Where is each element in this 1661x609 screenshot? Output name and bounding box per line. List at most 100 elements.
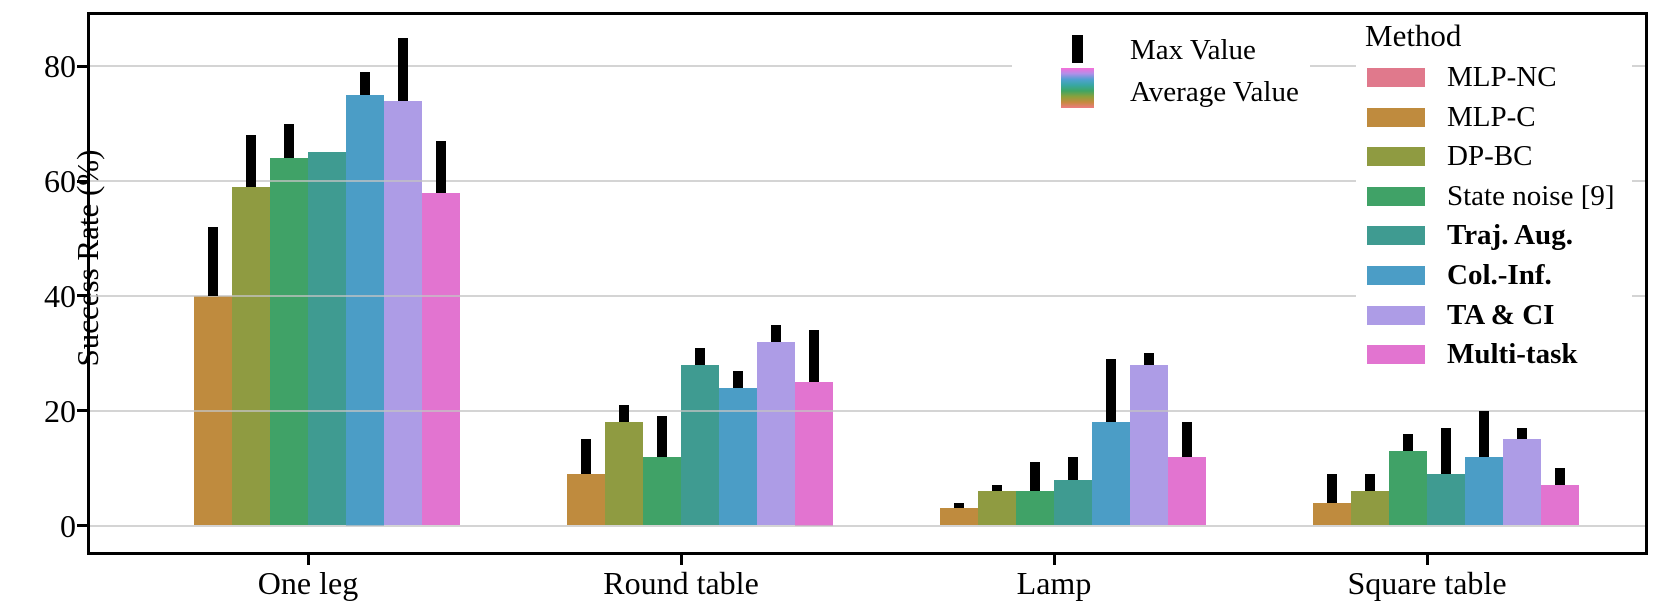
bar-traj-aug-: [308, 152, 346, 526]
max-value-error-bar: [1441, 427, 1451, 474]
bar-state-noise-9-: [270, 158, 308, 526]
y-axis-label: Success Rate (%): [70, 149, 105, 367]
bar-col-inf-: [346, 95, 384, 526]
max-value-error-bar: [619, 404, 629, 423]
max-value-error-bar: [1327, 473, 1337, 503]
gridline-y80: [90, 65, 1645, 68]
bar-dp-bc: [978, 491, 1016, 526]
bar-col-inf-: [1465, 456, 1503, 526]
y-tick-label: 80: [44, 48, 76, 85]
y-tick-label: 20: [44, 392, 76, 429]
bar-multi-task: [1541, 485, 1579, 526]
bar-ta-ci: [384, 100, 422, 526]
method-legend-row: Traj. Aug.: [1356, 216, 1648, 256]
bar-multi-task: [795, 382, 833, 526]
gridline-y0: [90, 524, 1645, 527]
bar-state-noise-9-: [643, 456, 681, 526]
max-value-error-bar: [1068, 456, 1078, 480]
bar-dp-bc: [232, 186, 270, 526]
bar-mlp-c: [1313, 502, 1351, 526]
bar-col-inf-: [1092, 422, 1130, 526]
gridline-y40: [90, 294, 1645, 297]
legend-swatch-traj-aug-: [1367, 226, 1425, 246]
gridline-y60: [90, 180, 1645, 183]
legend-label: TA & CI: [1447, 298, 1555, 331]
max-value-error-bar: [1182, 422, 1192, 457]
bar-dp-bc: [1351, 491, 1389, 526]
method-legend-row: MLP-NC: [1356, 58, 1648, 98]
y-tick-mark: [77, 524, 88, 527]
y-tick-mark: [77, 179, 88, 183]
max-value-error-bar: [246, 135, 256, 187]
max-value-error-bar: [657, 416, 667, 457]
max-value-error-bar: [1030, 462, 1040, 492]
max-value-error-bar: [1144, 353, 1154, 365]
legend-label: Col.-Inf.: [1447, 259, 1552, 291]
legend-swatch-multi-task: [1367, 345, 1425, 365]
method-legend-row: Multi-task: [1356, 335, 1648, 375]
x-tick-mark: [1425, 555, 1429, 565]
legend-label: MLP-NC: [1447, 61, 1557, 93]
max-value-error-bar: [284, 123, 294, 159]
x-category-label-square-table: Square table: [1347, 565, 1507, 601]
max-value-error-bar: [992, 485, 1002, 492]
method-legend: Method MLP-NC MLP-C DP-BC State noise [9] Tr…: [1356, 16, 1648, 372]
max-value-error-bar: [360, 72, 370, 95]
bar-traj-aug-: [681, 364, 719, 526]
max-value-legend-label: Max Value: [1130, 34, 1256, 66]
average-value-gradient-icon: [1061, 68, 1094, 108]
bar-mlp-c: [940, 508, 978, 526]
bar-ta-ci: [1130, 364, 1168, 526]
max-value-error-bar: [208, 227, 218, 296]
gridline-y20: [90, 409, 1645, 412]
bar-multi-task: [1168, 456, 1206, 526]
bar-traj-aug-: [1427, 473, 1465, 526]
max-value-error-bar: [1403, 433, 1413, 451]
max-value-error-bar: [1555, 468, 1565, 486]
legend-label: State noise [9]: [1447, 179, 1615, 212]
y-tick-label: 0: [60, 507, 76, 544]
legend-swatch-ta-ci: [1367, 305, 1425, 325]
x-tick-mark: [679, 555, 683, 565]
y-tick-label: 60: [44, 163, 76, 200]
bar-state-noise-9-: [1016, 491, 1054, 526]
legend-swatch-mlp-c: [1367, 107, 1425, 127]
method-legend-row: MLP-C: [1356, 98, 1648, 138]
legend-label: Traj. Aug.: [1447, 219, 1573, 252]
bar-dp-bc: [605, 422, 643, 526]
x-category-label-round-table: Round table: [603, 565, 759, 601]
max-value-error-bar: [581, 439, 591, 474]
bar-mlp-c: [567, 473, 605, 526]
y-tick-mark: [77, 64, 88, 68]
x-category-label-lamp: Lamp: [1016, 565, 1092, 601]
method-legend-row: State noise [9]: [1356, 177, 1648, 217]
y-tick-label: 40: [44, 277, 76, 314]
x-tick-mark: [306, 555, 310, 565]
max-value-error-bar: [1479, 410, 1489, 457]
legend-label: Multi-task: [1447, 338, 1578, 371]
max-value-error-bar: [771, 324, 781, 342]
bar-col-inf-: [719, 387, 757, 526]
y-tick-mark: [77, 294, 88, 298]
x-tick-mark: [1052, 555, 1056, 565]
bar-ta-ci: [757, 341, 795, 526]
bar-state-noise-9-: [1389, 450, 1427, 526]
y-tick-mark: [77, 409, 88, 413]
max-value-error-bar: [695, 347, 705, 365]
legend-swatch-col-inf-: [1367, 266, 1425, 285]
legend-swatch-state-noise-9-: [1367, 186, 1425, 206]
average-value-legend-label: Average Value: [1130, 76, 1299, 108]
method-legend-row: DP-BC: [1356, 137, 1648, 177]
legend-label: DP-BC: [1447, 140, 1533, 173]
method-legend-title: Method: [1365, 18, 1462, 53]
max-value-error-bar: [436, 140, 446, 193]
max-value-bar-icon: [1072, 35, 1083, 63]
max-value-error-bar: [954, 502, 964, 509]
max-value-error-bar: [809, 330, 819, 382]
bar-multi-task: [422, 192, 460, 526]
max-value-error-bar: [1365, 473, 1375, 492]
max-value-error-bar: [398, 37, 408, 101]
bar-traj-aug-: [1054, 479, 1092, 526]
method-legend-row: Col.-Inf.: [1356, 256, 1648, 296]
